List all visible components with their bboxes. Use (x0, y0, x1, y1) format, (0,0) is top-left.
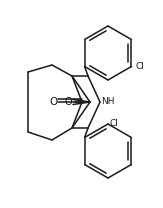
Text: O: O (64, 97, 72, 107)
Text: NH: NH (101, 98, 114, 106)
Text: O: O (49, 97, 57, 107)
Text: Cl: Cl (135, 62, 144, 71)
Text: Cl: Cl (110, 120, 119, 129)
